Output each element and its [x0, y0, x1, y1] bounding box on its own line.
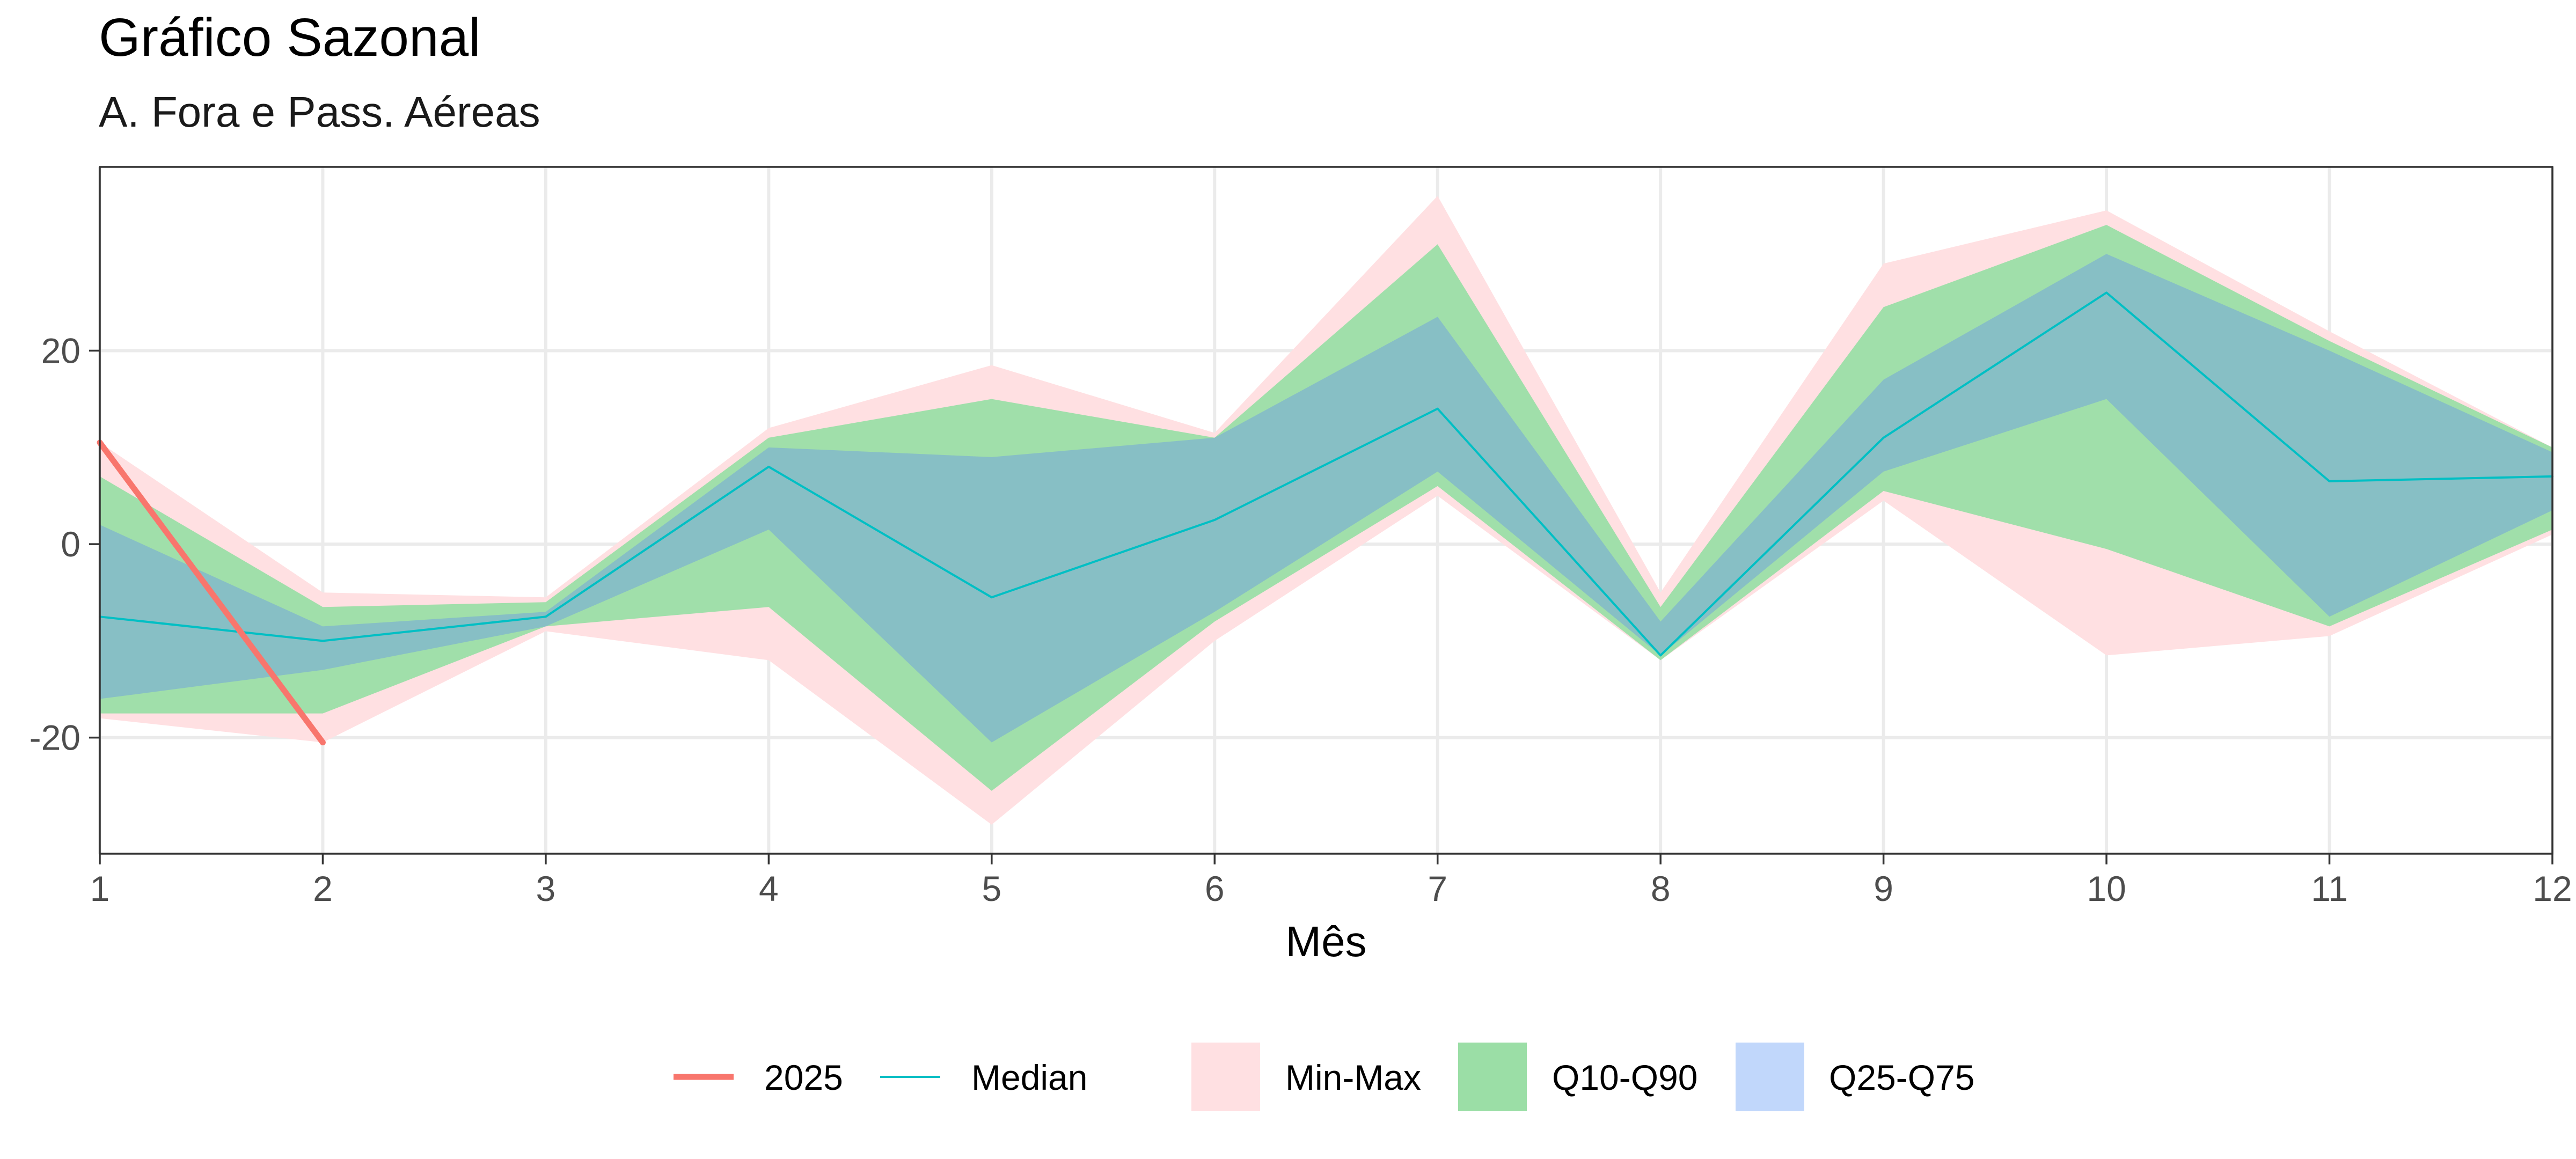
x-tick-label-1: 1	[90, 869, 110, 908]
legend-label-q10-q90: Q10-Q90	[1552, 1058, 1697, 1097]
plot-border	[99, 166, 2553, 855]
x-tick-label-2: 2	[313, 869, 333, 908]
legend-key-min-max	[1191, 1043, 1260, 1111]
legend-key-q25-q75	[1736, 1043, 1804, 1111]
legend-label-median: Median	[971, 1058, 1087, 1097]
y-tick-label-20: 20	[41, 331, 80, 371]
x-tick-label-6: 6	[1205, 869, 1225, 908]
x-tick-label-12: 12	[2533, 869, 2572, 908]
legend-key-q10-q90	[1458, 1043, 1527, 1111]
x-tick-label-7: 7	[1428, 869, 1447, 908]
x-tick-label-11: 11	[2311, 869, 2348, 908]
y-tick-label-0: 0	[61, 524, 80, 564]
band-q25-q75	[100, 254, 2552, 743]
x-tick-label-8: 8	[1651, 869, 1671, 908]
series-line-2025	[97, 439, 326, 746]
series-lines	[97, 291, 2553, 746]
legend: 2025 Median Min-Max Q10-Q90 Q25-Q75	[674, 1043, 1974, 1111]
series-line-median	[99, 291, 2553, 657]
x-tick-label-3: 3	[536, 869, 556, 908]
x-tick-label-9: 9	[1874, 869, 1893, 908]
band-areas	[100, 196, 2552, 825]
legend-label-2025: 2025	[764, 1058, 843, 1097]
legend-label-min-max: Min-Max	[1285, 1058, 1421, 1097]
x-tick-label-4: 4	[759, 869, 779, 908]
x-axis-title: Mês	[1285, 918, 1366, 965]
chart-title: Gráfico Sazonal	[99, 8, 480, 68]
y-tick-label--20: -20	[30, 718, 80, 758]
chart-subtitle: A. Fora e Pass. Aéreas	[99, 88, 540, 136]
x-tick-label-10: 10	[2087, 869, 2126, 908]
legend-label-q25-q75: Q25-Q75	[1829, 1058, 1974, 1097]
x-tick-label-5: 5	[982, 869, 1001, 908]
